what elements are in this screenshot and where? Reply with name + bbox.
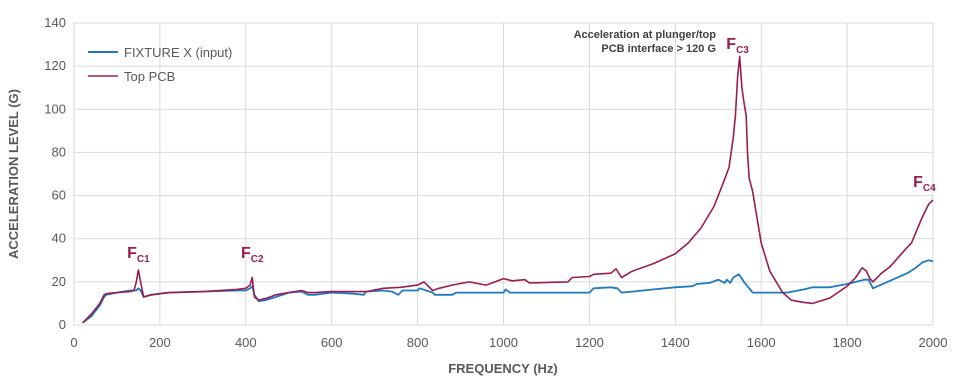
x-tick-label: 1000 — [489, 335, 518, 350]
y-tick-label: 20 — [52, 274, 66, 289]
y-tick-label: 100 — [44, 101, 66, 116]
y-tick-label: 120 — [44, 58, 66, 73]
peak-label: FC2 — [241, 245, 264, 265]
legend-label-top-pcb: Top PCB — [124, 69, 175, 84]
y-tick-label: 40 — [52, 231, 66, 246]
series-line-top-pcb — [82, 55, 934, 324]
plot-area-border — [73, 22, 934, 326]
y-tick-label: 80 — [52, 144, 66, 159]
peak-labels: FC1 FC2 FC3 FC4 — [127, 36, 936, 265]
peak-label: FC1 — [127, 245, 150, 265]
x-tick-label: 600 — [321, 335, 343, 350]
grid — [73, 22, 934, 326]
x-tick-label: 1400 — [661, 335, 690, 350]
x-tick-label: 400 — [235, 335, 257, 350]
x-tick-labels: 0 200 400 600 800 1000 1200 1400 1600 1800 2000 — [70, 335, 947, 350]
y-tick-label: 140 — [44, 15, 66, 30]
y-axis-title: ACCELERATION LEVEL (G) — [6, 89, 21, 259]
x-axis-title: FREQUENCY (Hz) — [448, 361, 558, 376]
y-tick-label: 0 — [59, 317, 66, 332]
legend: FIXTURE X (input) Top PCB — [88, 45, 232, 84]
series-lines — [82, 55, 934, 324]
x-tick-label: 1800 — [833, 335, 862, 350]
annotation-line-2: PCB interface > 120 G — [601, 43, 716, 55]
legend-label-fixture: FIXTURE X (input) — [124, 45, 232, 60]
annotation: Acceleration at plunger/top PCB interfac… — [574, 29, 717, 55]
x-tick-label: 200 — [149, 335, 171, 350]
annotation-line-1: Acceleration at plunger/top — [574, 29, 717, 41]
peak-label: FC3 — [726, 36, 749, 56]
x-tick-label: 2000 — [919, 335, 948, 350]
x-tick-label: 1200 — [575, 335, 604, 350]
peak-label: FC4 — [913, 174, 936, 194]
x-tick-label: 0 — [70, 335, 77, 350]
y-tick-label: 60 — [52, 188, 66, 203]
x-tick-label: 800 — [407, 335, 429, 350]
x-tick-label: 1600 — [747, 335, 776, 350]
y-tick-labels: 0 20 40 60 80 100 120 140 — [44, 15, 66, 332]
